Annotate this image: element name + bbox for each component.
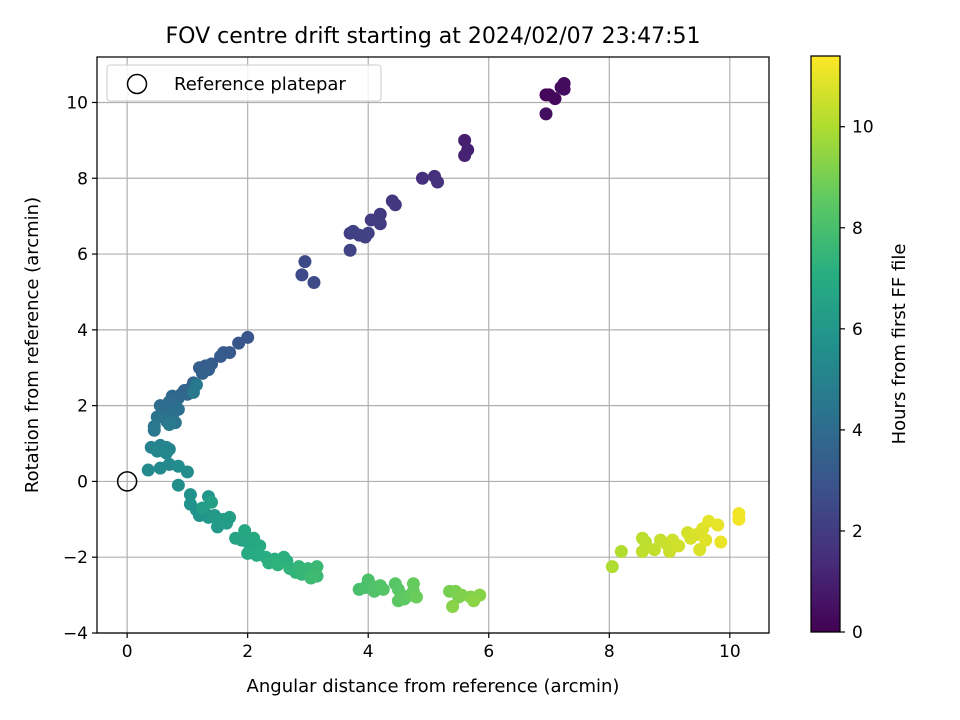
data-point <box>153 461 167 475</box>
data-point <box>548 92 562 106</box>
data-point <box>232 336 246 350</box>
data-point <box>162 418 176 432</box>
colorbar-ticks: 0 2 4 6 8 10 <box>840 118 874 643</box>
data-point <box>647 543 661 557</box>
data-point <box>271 558 285 572</box>
data-point <box>635 545 649 559</box>
x-tick-label: 2 <box>242 642 253 662</box>
data-point <box>304 571 318 585</box>
data-point <box>298 255 312 269</box>
data-point <box>431 175 445 189</box>
colorbar-tick-label: 8 <box>852 219 863 239</box>
data-point <box>223 510 237 524</box>
data-point <box>180 465 194 479</box>
plot-area: 0 2 4 6 8 10 −4 −2 0 2 4 6 8 10 <box>63 56 770 662</box>
data-point <box>171 478 185 492</box>
data-point <box>406 577 420 591</box>
data-point <box>358 230 372 244</box>
plot-frame <box>96 56 770 634</box>
data-point <box>205 495 219 509</box>
legend: Reference platepar <box>106 64 382 102</box>
data-point <box>446 599 460 613</box>
y-tick-label: 8 <box>77 169 88 189</box>
colorbar-label: Hours from first FF file <box>889 244 910 445</box>
data-point <box>159 446 173 460</box>
grid-lines <box>97 57 769 634</box>
x-tick-label: 10 <box>719 642 741 662</box>
data-point <box>732 512 746 526</box>
legend-entry-label: Reference platepar <box>174 74 346 95</box>
data-point <box>557 82 571 96</box>
y-axis-ticks: −4 −2 0 2 4 6 8 10 <box>63 93 97 644</box>
data-points <box>141 77 746 613</box>
data-point <box>605 560 619 574</box>
data-point <box>614 545 628 559</box>
data-point <box>388 198 402 212</box>
data-point <box>195 366 209 380</box>
data-point <box>346 224 360 238</box>
colorbar-gradient <box>811 56 840 632</box>
data-point <box>467 594 481 608</box>
data-point <box>711 518 725 532</box>
data-point <box>409 590 423 604</box>
data-point <box>310 560 324 574</box>
data-point <box>295 268 309 282</box>
x-tick-label: 8 <box>604 642 615 662</box>
data-point <box>415 171 429 185</box>
legend-marker-icon <box>126 73 148 95</box>
y-tick-label: 4 <box>77 321 88 341</box>
colorbar-frame <box>810 55 841 633</box>
x-tick-label: 0 <box>122 642 133 662</box>
data-point <box>189 378 203 392</box>
x-axis-ticks: 0 2 4 6 8 10 <box>122 633 741 662</box>
data-point <box>307 275 321 289</box>
data-point <box>376 582 390 596</box>
data-point <box>183 488 197 502</box>
y-tick-label: 2 <box>77 397 88 417</box>
y-tick-label: 6 <box>77 245 88 265</box>
data-point <box>147 423 161 437</box>
data-point <box>238 524 252 538</box>
data-point <box>693 543 707 557</box>
data-point <box>373 217 387 231</box>
data-point <box>539 107 553 121</box>
y-tick-label: −2 <box>63 548 88 568</box>
data-point <box>214 349 228 363</box>
colorbar-tick-label: 0 <box>852 623 863 643</box>
colorbar: 0 2 4 6 8 10 Hours from first FF file <box>810 55 910 643</box>
data-point <box>141 463 155 477</box>
x-tick-label: 6 <box>483 642 494 662</box>
colorbar-tick-label: 2 <box>852 522 863 542</box>
y-tick-label: 0 <box>77 472 88 492</box>
x-axis-label: Angular distance from reference (arcmin) <box>247 676 620 697</box>
chart-title: FOV centre drift starting at 2024/02/07 … <box>166 24 701 49</box>
y-tick-label: −4 <box>63 624 88 644</box>
data-point <box>672 539 686 553</box>
colorbar-tick-label: 4 <box>852 421 863 441</box>
data-point <box>343 243 357 257</box>
x-tick-label: 4 <box>363 642 374 662</box>
y-tick-label: 10 <box>66 93 88 113</box>
y-axis-label: Rotation from reference (arcmin) <box>22 197 43 493</box>
reference-platepar-marker <box>116 471 138 492</box>
legend-box <box>106 64 382 102</box>
data-point <box>458 149 472 163</box>
data-point <box>714 535 728 549</box>
colorbar-tick-label: 10 <box>852 118 874 138</box>
data-point <box>699 533 713 547</box>
colorbar-tick-label: 6 <box>852 320 863 340</box>
